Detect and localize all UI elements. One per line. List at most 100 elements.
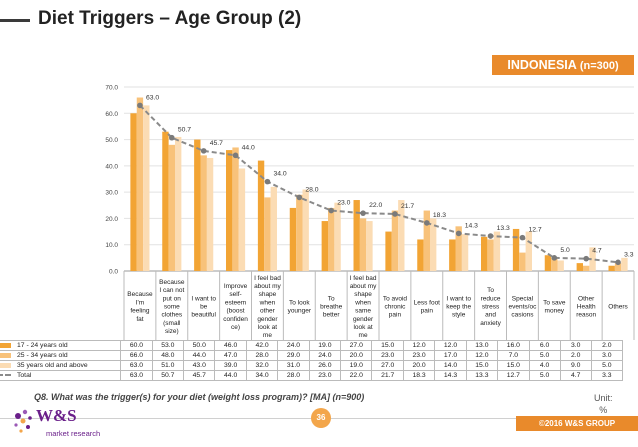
category-label-line: fat: [136, 316, 143, 323]
table-cell: 20.0: [402, 360, 436, 371]
table-cell: 23.0: [402, 350, 436, 361]
category-label: To breathe better: [320, 295, 342, 318]
table-cell: 3.3: [590, 370, 624, 381]
table-cell: 44.0: [214, 370, 247, 381]
category-label-line: gender: [257, 316, 278, 323]
legend-entry: 35 years old and above: [0, 360, 122, 371]
country-badge: INDONESIA (n=300): [492, 55, 634, 75]
total-point-15: [615, 259, 621, 266]
bar-0-1: [162, 131, 169, 271]
bar-2-12: [525, 231, 532, 271]
bar-0-11: [481, 236, 488, 271]
category-label-line: Special: [512, 295, 534, 302]
category-label-line: better: [323, 312, 340, 319]
category-label-line: me: [263, 332, 272, 339]
table-cell: 9.0: [559, 360, 592, 371]
bar-1-8: [391, 210, 399, 271]
page-number: 36: [311, 408, 331, 428]
table-cell: 50.0: [183, 340, 216, 351]
legend-entry: 25 - 34 years old: [0, 350, 122, 361]
category-label-line: Because: [127, 291, 153, 298]
country-name: INDONESIA: [507, 58, 577, 72]
table-cell: 17.0: [434, 350, 467, 361]
unit-value: %: [599, 405, 608, 415]
y-tick-label: 70.0: [105, 85, 118, 92]
bar-1-9: [423, 210, 430, 271]
survey-question: Q8. What was the trigger(s) for your die…: [34, 392, 365, 402]
category-label-line: Other: [578, 295, 595, 302]
table-cell: 20.0: [340, 350, 373, 361]
total-point-5: [296, 194, 303, 201]
bar-2-9: [430, 218, 437, 271]
table-cell: 7.0: [497, 350, 530, 361]
total-point-0: [137, 102, 143, 109]
category-label: Improve self-esteem (boost confiden ce): [223, 283, 248, 331]
bar-2-14: [589, 247, 596, 271]
bar-0-13: [544, 255, 552, 271]
total-data-label: 22.0: [369, 202, 382, 209]
category-label: To look younger: [288, 299, 312, 314]
category-label-line: keep the: [446, 304, 471, 311]
bar-0-8: [385, 231, 392, 271]
bar-1-13: [551, 257, 558, 271]
y-tick-label: 50.0: [105, 137, 118, 144]
bar-2-4: [270, 186, 277, 271]
total-point-2: [200, 148, 207, 154]
table-cell: 26.0: [308, 360, 342, 371]
category-label: Because I'm feeling fat: [127, 291, 153, 323]
total-data-label: 3.3: [624, 251, 634, 258]
table-cell: 13.3: [465, 370, 499, 381]
category-label: To reduce stress and anxiety: [480, 287, 501, 327]
table-cell: 23.0: [308, 370, 342, 381]
table-cell: 63.0: [120, 370, 153, 381]
table-cell: 3.0: [559, 340, 592, 351]
category-label-line: put on: [163, 295, 181, 302]
table-cell: 6.0: [528, 340, 561, 351]
category-label-line: reason: [576, 312, 596, 319]
table-cell: 18.3: [402, 370, 436, 381]
y-tick-label: 40.0: [105, 163, 118, 170]
table-cell: 31.0: [277, 360, 310, 371]
bar-2-15: [621, 257, 628, 271]
total-point-4: [264, 178, 271, 185]
bar-0-2: [194, 139, 201, 271]
legend-label: 17 - 24 years old: [17, 342, 68, 349]
category-label-line: events/oc: [509, 304, 538, 311]
category-label-line: Health: [577, 304, 596, 311]
category-label-line: To look: [289, 299, 310, 306]
category-label-line: size): [165, 328, 179, 335]
bar-0-3: [226, 150, 233, 271]
table-cell: 24.0: [277, 340, 310, 351]
bar-1-5: [296, 194, 303, 271]
category-label: Special events/oc casions: [509, 295, 538, 318]
category-label-line: style: [452, 312, 466, 319]
bar-1-11: [487, 239, 494, 271]
bar-1-4: [264, 197, 271, 271]
table-cell: 42.0: [245, 340, 279, 351]
y-tick-label: 20.0: [105, 216, 118, 223]
total-data-label: 14.3: [465, 222, 478, 229]
category-label-line: casions: [511, 312, 534, 319]
table-row: 25 - 34 years old 66.0 48.0 44.0 47.0 28.0 29.…: [0, 350, 624, 361]
bar-1-7: [359, 218, 367, 271]
total-point-10: [455, 230, 462, 237]
total-data-label: 23.0: [337, 200, 350, 207]
total-data-label: 4.7: [592, 248, 602, 255]
category-label-line: (boost: [227, 308, 245, 315]
bar-1-10: [455, 226, 462, 271]
category-label-line: Because: [159, 279, 185, 286]
category-label: I want to keep the style: [446, 295, 471, 318]
table-cell: 14.0: [434, 360, 467, 371]
total-point-12: [519, 234, 526, 241]
table-cell: 13.0: [465, 340, 499, 351]
category-label-line: some: [164, 304, 180, 311]
table-row: 35 years old and above 63.0 51.0 43.0 39.0 32…: [0, 360, 624, 371]
bar-2-3: [238, 168, 246, 271]
legend-label: 35 years old and above: [17, 362, 88, 369]
category-label-line: about my: [350, 283, 377, 290]
category-label-line: pain: [421, 308, 434, 315]
category-label-line: I want to: [446, 295, 471, 302]
bar-1-6: [328, 207, 335, 271]
table-cell: 5.0: [528, 370, 561, 381]
table-cell: 63.0: [120, 360, 153, 371]
